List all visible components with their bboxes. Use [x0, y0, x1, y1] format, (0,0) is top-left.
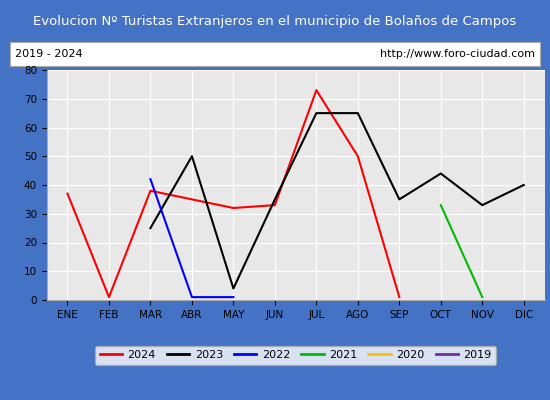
Text: 2019 - 2024: 2019 - 2024 [15, 49, 83, 59]
Text: http://www.foro-ciudad.com: http://www.foro-ciudad.com [380, 49, 535, 59]
Legend: 2024, 2023, 2022, 2021, 2020, 2019: 2024, 2023, 2022, 2021, 2020, 2019 [95, 346, 496, 365]
Text: Evolucion Nº Turistas Extranjeros en el municipio de Bolaños de Campos: Evolucion Nº Turistas Extranjeros en el … [34, 14, 516, 28]
